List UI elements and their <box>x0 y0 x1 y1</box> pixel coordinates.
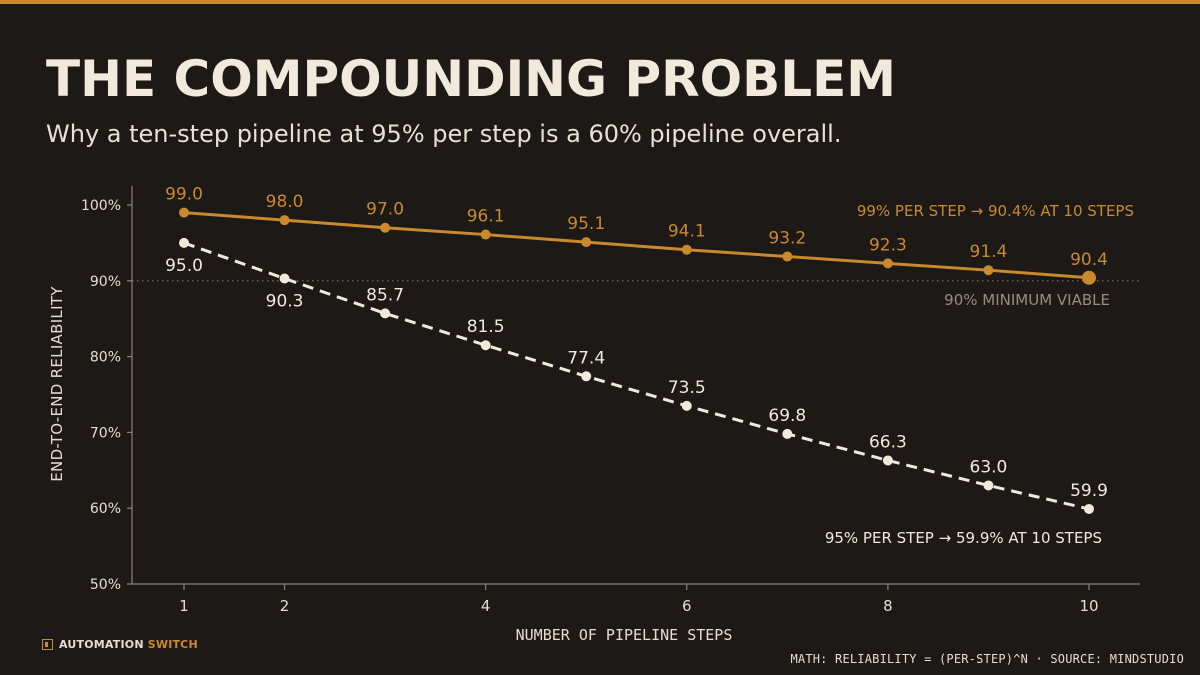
brand-name-part2: SWITCH <box>147 637 198 651</box>
series-99-data-label: 94.1 <box>668 222 706 242</box>
y-tick-label: 70% <box>90 425 121 441</box>
brand-name-part1: AUTOMATION <box>59 637 144 651</box>
series-95-data-label: 66.3 <box>869 432 907 452</box>
x-axis-label: NUMBER OF PIPELINE STEPS <box>516 626 733 644</box>
series-99-annotation: 99% PER STEP → 90.4% AT 10 STEPS <box>857 202 1134 220</box>
series-95-data-label: 77.4 <box>567 348 605 368</box>
x-tick-label: 8 <box>883 597 893 615</box>
series-95-point <box>279 273 290 284</box>
series-99-data-label: 93.2 <box>768 229 806 249</box>
series-99-point <box>882 258 893 269</box>
series-95-point <box>380 308 391 319</box>
series-99-data-label: 92.3 <box>869 235 907 255</box>
reference-line-group: 90% MINIMUM VIABLE <box>132 280 1140 309</box>
series-95-data-label: 59.9 <box>1070 481 1108 501</box>
top-accent-bar <box>0 0 1200 4</box>
x-tick-label: 4 <box>481 597 491 615</box>
series-95-line <box>183 241 1090 511</box>
series-95-data-label: 90.3 <box>266 292 304 312</box>
page-title: THE COMPOUNDING PROBLEM <box>46 50 896 108</box>
series-95-data-label: 69.8 <box>768 406 806 426</box>
series-99-data-label: 91.4 <box>970 242 1008 262</box>
axes: 50% 60% 70% 80% 90% 100% 1 2 4 6 8 10 <box>81 186 1140 615</box>
x-tick-label: 2 <box>280 597 290 615</box>
y-tick-label: 90% <box>90 274 121 290</box>
series-95-point <box>179 237 189 248</box>
y-tick-label: 50% <box>90 577 121 593</box>
series-99-point <box>782 251 793 262</box>
series-99-point <box>581 237 592 248</box>
series-99-data-label: 98.0 <box>266 192 304 212</box>
series-95-annotation: 95% PER STEP → 59.9% AT 10 STEPS <box>825 529 1102 547</box>
series-99-point <box>681 244 692 255</box>
series-95-data-label: 63.0 <box>970 457 1008 477</box>
series-95-point <box>882 455 893 466</box>
y-axis-label: END-TO-END RELIABILITY <box>48 286 66 482</box>
y-tick-label: 60% <box>90 501 121 517</box>
x-tick-label: 1 <box>179 597 189 615</box>
series-99-point <box>480 229 491 240</box>
series-99-data-label: 97.0 <box>366 200 404 220</box>
series-99-point <box>279 215 290 226</box>
series-95-data-label: 73.5 <box>668 378 706 398</box>
series-99-data-label: 90.4 <box>1070 250 1108 270</box>
x-tick-label: 6 <box>682 597 692 615</box>
series-99-point <box>1082 270 1096 285</box>
source-note: MATH: RELIABILITY = (PER-STEP)^N · SOURC… <box>790 652 1184 666</box>
series-99-data-label: 95.1 <box>567 214 605 234</box>
x-tick-label: 10 <box>1079 597 1098 615</box>
reference-line-label: 90% MINIMUM VIABLE <box>944 291 1110 309</box>
series-99-point <box>983 265 994 276</box>
series-99-line <box>183 211 1090 280</box>
brand-logo: AUTOMATION SWITCH <box>42 637 198 651</box>
data-labels-group: 99.0 98.0 97.0 96.1 95.1 94.1 93.2 92.3 91.4 90.4… <box>165 185 1134 547</box>
series-95-data-label: 85.7 <box>366 285 404 305</box>
series-99-point <box>179 207 189 218</box>
series-95-point <box>1084 503 1094 514</box>
series-group <box>179 207 1096 514</box>
series-95-data-label: 95.0 <box>165 256 203 276</box>
series-95-point <box>983 480 994 491</box>
series-99-data-label: 96.1 <box>467 207 505 227</box>
series-95-point <box>782 428 793 439</box>
series-95-point <box>681 400 692 411</box>
y-tick-label: 100% <box>81 198 121 214</box>
series-99-data-label: 99.0 <box>165 185 203 205</box>
series-99-point <box>380 222 391 233</box>
brand-mark-icon <box>42 638 53 650</box>
series-95-point <box>581 371 592 382</box>
y-tick-label: 80% <box>90 350 121 366</box>
page-subtitle: Why a ten-step pipeline at 95% per step … <box>46 120 842 148</box>
series-95-data-label: 81.5 <box>467 317 505 337</box>
series-95-point <box>480 340 491 351</box>
